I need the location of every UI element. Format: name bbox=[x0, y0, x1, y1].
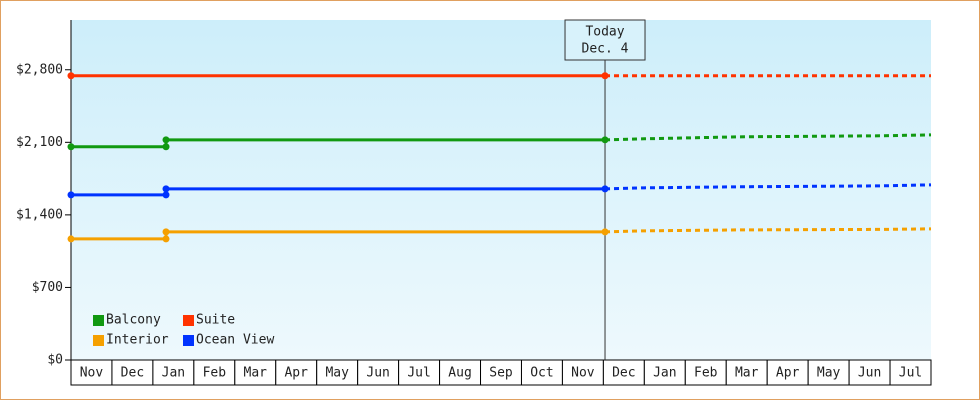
x-tick-label: Jul bbox=[899, 366, 922, 381]
x-cell bbox=[602, 359, 645, 386]
x-tick-label: Nov bbox=[80, 366, 104, 381]
x-cell bbox=[70, 359, 113, 386]
x-cell bbox=[684, 359, 727, 386]
x-tick-label: Feb bbox=[694, 366, 718, 381]
x-cell bbox=[398, 359, 441, 386]
x-tick-label: Jan bbox=[162, 366, 185, 381]
x-tick-label: Mar bbox=[735, 366, 759, 381]
x-tick-label: Feb bbox=[203, 366, 227, 381]
x-tick-label: Jul bbox=[407, 366, 430, 381]
legend-swatch bbox=[183, 335, 194, 346]
x-tick-label: Jan bbox=[653, 366, 676, 381]
y-tick-label: $0 bbox=[47, 353, 63, 368]
point bbox=[162, 185, 170, 193]
legend-label: Suite bbox=[196, 313, 235, 328]
legend-swatch bbox=[93, 335, 104, 346]
legend-label: Ocean View bbox=[196, 333, 274, 348]
x-tick-label: May bbox=[325, 366, 349, 381]
x-tick-label: Sep bbox=[489, 366, 513, 381]
today-label: Dec. 4 bbox=[582, 42, 629, 57]
point bbox=[601, 72, 609, 80]
point bbox=[67, 72, 75, 80]
x-tick-label: Aug bbox=[448, 366, 471, 381]
y-tick-label: $1,400 bbox=[16, 207, 63, 222]
x-tick-label: Jun bbox=[858, 366, 881, 381]
legend-swatch bbox=[93, 315, 104, 326]
y-tick-label: $2,800 bbox=[16, 62, 63, 77]
x-cell bbox=[643, 359, 686, 386]
point bbox=[601, 228, 609, 236]
x-tick-label: Dec bbox=[612, 366, 635, 381]
legend-swatch bbox=[183, 315, 194, 326]
x-cell bbox=[152, 359, 195, 386]
point bbox=[601, 136, 609, 144]
x-tick-label: Apr bbox=[284, 366, 308, 381]
x-tick-label: Apr bbox=[776, 366, 800, 381]
x-tick-label: Mar bbox=[244, 366, 268, 381]
legend-label: Interior bbox=[106, 333, 169, 348]
point bbox=[162, 136, 170, 144]
x-cell bbox=[234, 359, 277, 386]
point bbox=[601, 185, 609, 193]
x-cell bbox=[520, 359, 563, 386]
x-cell bbox=[111, 359, 154, 386]
point bbox=[162, 235, 170, 243]
y-tick-label: $700 bbox=[32, 280, 63, 295]
x-tick-label: May bbox=[817, 366, 841, 381]
y-tick-label: $2,100 bbox=[16, 135, 63, 150]
x-cell bbox=[889, 359, 932, 386]
x-cell bbox=[357, 359, 400, 386]
point bbox=[162, 191, 170, 199]
point bbox=[67, 191, 75, 199]
series-line bbox=[71, 230, 606, 241]
today-label: Today bbox=[585, 25, 624, 40]
point bbox=[162, 228, 170, 236]
x-tick-label: Jun bbox=[366, 366, 389, 381]
x-tick-label: Oct bbox=[530, 366, 553, 381]
today-box bbox=[564, 19, 646, 61]
x-cell bbox=[275, 359, 318, 386]
x-cell bbox=[193, 359, 236, 386]
legend-label: Balcony bbox=[106, 313, 161, 328]
x-cell bbox=[725, 359, 768, 386]
x-cell bbox=[848, 359, 891, 386]
x-tick-label: Nov bbox=[571, 366, 595, 381]
x-tick-label: Dec bbox=[121, 366, 144, 381]
point bbox=[67, 235, 75, 243]
point bbox=[67, 143, 75, 151]
point bbox=[162, 143, 170, 151]
x-cell bbox=[439, 359, 482, 386]
